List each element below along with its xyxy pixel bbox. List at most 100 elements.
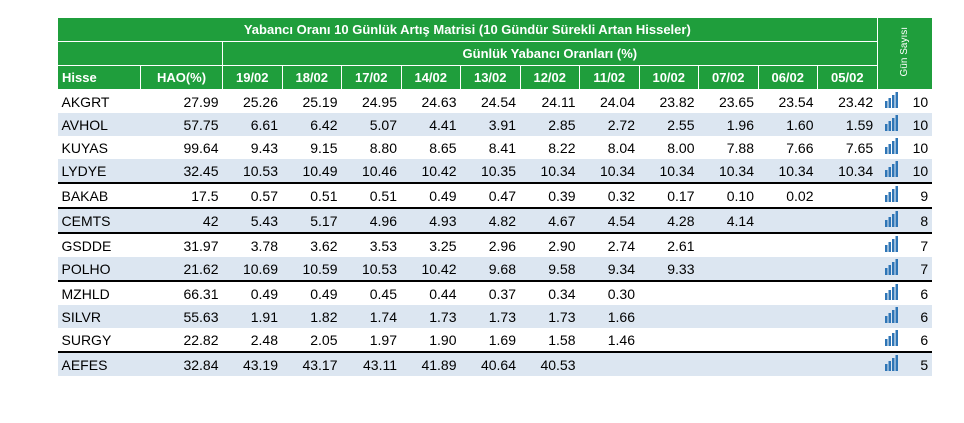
ratio: 7.88 xyxy=(726,139,754,156)
icon-cell xyxy=(877,136,904,159)
data-row: AEFES 32.84 43.19 43.17 43.11 41.89 40.64 40.53… xyxy=(57,352,933,376)
ratio: 3.53 xyxy=(369,237,397,254)
empty-cell xyxy=(818,233,878,257)
day-count-header: Gün Sayısı xyxy=(899,27,911,77)
ratio: 10.46 xyxy=(341,159,401,184)
stock: AVHOL xyxy=(57,113,141,136)
ratio: 0.17 xyxy=(639,183,699,209)
icon-cell xyxy=(877,90,904,114)
data-row: KUYAS 99.64 9.43 9.15 8.80 8.65 8.41 8.22 8.04 8.… xyxy=(58,136,933,159)
ratio: 10.42 xyxy=(401,257,461,282)
ratio: 10.59 xyxy=(282,257,342,282)
empty-cell xyxy=(817,352,878,376)
day-count: 10 xyxy=(912,139,929,156)
ratio: 0.49 xyxy=(310,285,338,302)
ratio: 1.73 xyxy=(401,305,461,328)
date-header: 07/02 xyxy=(698,65,759,90)
icon-cell xyxy=(877,159,905,184)
ratio: 2.55 xyxy=(639,113,699,136)
ratio: 4.28 xyxy=(639,208,699,234)
stock: SURGY xyxy=(57,328,141,353)
date-header: 14/02 xyxy=(400,65,461,90)
data-row: MZHLD 66.31 0.49 0.49 0.45 0.44 0.37 0.34 0.30 6 xyxy=(58,281,933,305)
stock: KUYAS xyxy=(61,139,108,156)
data-row: SURGY 22.82 2.48 2.05 1.97 1.90 1.69 1.58 1.46 6 xyxy=(57,328,933,353)
stock: AEFES xyxy=(57,352,141,376)
bar-icon xyxy=(884,186,898,202)
ratio: 1.74 xyxy=(341,305,401,328)
icon-cell xyxy=(877,328,905,353)
date-header: 11/02 xyxy=(579,65,640,90)
data-row: CEMTS 42 5.43 5.17 4.96 4.93 4.82 4.67 4.54 4.28 4… xyxy=(57,208,933,234)
ratio: 24.54 xyxy=(480,93,516,110)
ratio: 24.04 xyxy=(599,93,635,110)
ratio: 10.42 xyxy=(401,159,461,184)
ratio: 0.49 xyxy=(401,183,461,209)
ratio: 43.11 xyxy=(341,352,401,376)
data-row: GSDDE 31.97 3.78 3.62 3.53 3.25 2.96 2.90 2.74 2.… xyxy=(58,233,933,257)
ratio: 2.74 xyxy=(607,237,635,254)
ratio: 2.96 xyxy=(488,237,516,254)
empty-cell xyxy=(758,305,818,328)
ratio: 8.80 xyxy=(369,139,397,156)
icon-cell xyxy=(877,113,905,136)
date-header: 19/02 xyxy=(222,65,283,90)
bar-icon xyxy=(884,284,898,300)
ratio: 1.60 xyxy=(758,113,818,136)
ratio: 0.49 xyxy=(250,285,278,302)
data-row: AVHOL 57.75 6.61 6.42 5.07 4.41 3.91 2.85 2.72 2.… xyxy=(57,113,933,136)
empty-cell xyxy=(699,281,759,305)
stock: GSDDE xyxy=(61,237,112,254)
empty-cell xyxy=(758,257,818,282)
ratio: 1.46 xyxy=(579,328,639,353)
ratio: 1.96 xyxy=(698,113,758,136)
ratio: 4.96 xyxy=(341,208,401,234)
day-count: 5 xyxy=(904,352,933,376)
ratio: 2.61 xyxy=(667,237,695,254)
hao: 21.62 xyxy=(140,257,223,282)
empty-cell xyxy=(817,208,878,234)
table-body: Yabancı Oranı 10 Günlük Artış Matrisi (1… xyxy=(57,17,933,376)
date-header: 05/02 xyxy=(817,65,878,90)
ratio: 10.34 xyxy=(817,159,878,184)
hao: 99.64 xyxy=(183,139,219,156)
ratio: 1.59 xyxy=(817,113,878,136)
day-count: 10 xyxy=(904,113,933,136)
matrix-table: Yabancı Oranı 10 Günlük Artış Matrisi (1… xyxy=(57,17,933,376)
ratio: 10.34 xyxy=(639,159,699,184)
ratio: 4.14 xyxy=(698,208,758,234)
ratio: 0.30 xyxy=(607,285,635,302)
icon-cell xyxy=(877,281,904,305)
date-header: 06/02 xyxy=(757,65,818,90)
bar-icon xyxy=(884,330,898,346)
stock: CEMTS xyxy=(57,208,141,234)
ratio: 1.69 xyxy=(460,328,520,353)
ratio: 24.95 xyxy=(361,93,397,110)
ratio: 0.44 xyxy=(429,285,457,302)
stock: LYDYE xyxy=(57,159,141,184)
bar-icon xyxy=(884,211,898,227)
data-row: AKGRT 27.99 25.26 25.19 24.95 24.63 24.54 24.11… xyxy=(58,90,933,114)
ratio: 10.69 xyxy=(222,257,282,282)
ratio: 4.82 xyxy=(460,208,520,234)
empty-cell xyxy=(758,281,818,305)
ratio: 9.58 xyxy=(520,257,580,282)
ratio: 24.11 xyxy=(541,93,576,110)
ratio: 9.43 xyxy=(250,139,278,156)
date-header: 18/02 xyxy=(281,65,342,90)
ratio: 0.39 xyxy=(520,183,580,209)
ratio: 1.91 xyxy=(222,305,282,328)
bar-icon xyxy=(884,115,898,131)
ratio: 3.62 xyxy=(310,237,338,254)
day-count: 6 xyxy=(904,305,933,328)
empty-cell xyxy=(579,352,639,376)
ratio: 10.34 xyxy=(520,159,580,184)
ratio: 0.34 xyxy=(548,285,576,302)
ratio: 10.35 xyxy=(460,159,520,184)
day-count: 6 xyxy=(904,328,933,353)
data-row: POLHO 21.62 10.69 10.59 10.53 10.42 9.68 9.58 9.… xyxy=(57,257,933,282)
ratio: 10.34 xyxy=(698,159,758,184)
ratio: 3.25 xyxy=(429,237,457,254)
bar-icon xyxy=(884,92,898,108)
ratio: 4.54 xyxy=(579,208,639,234)
